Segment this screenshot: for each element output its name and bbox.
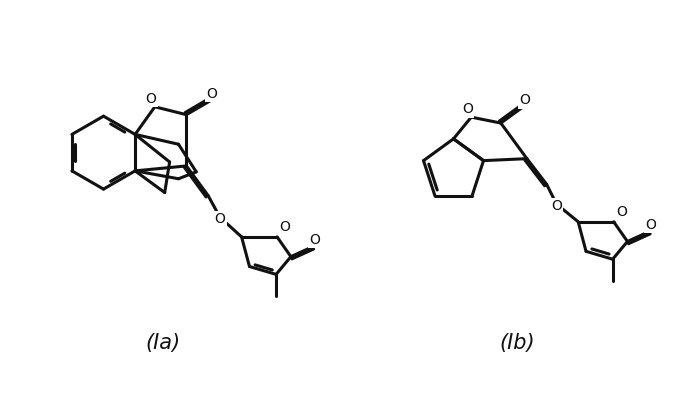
Text: (Ia): (Ia) — [145, 333, 180, 353]
Text: O: O — [646, 218, 656, 232]
Text: O: O — [309, 233, 320, 247]
Text: O: O — [462, 102, 473, 116]
Text: O: O — [215, 212, 225, 226]
Text: O: O — [280, 220, 290, 234]
Text: O: O — [616, 205, 627, 219]
Text: O: O — [551, 199, 562, 213]
Text: O: O — [145, 92, 157, 106]
Text: O: O — [519, 94, 530, 107]
Text: O: O — [207, 87, 217, 101]
Text: (Ib): (Ib) — [500, 333, 535, 353]
